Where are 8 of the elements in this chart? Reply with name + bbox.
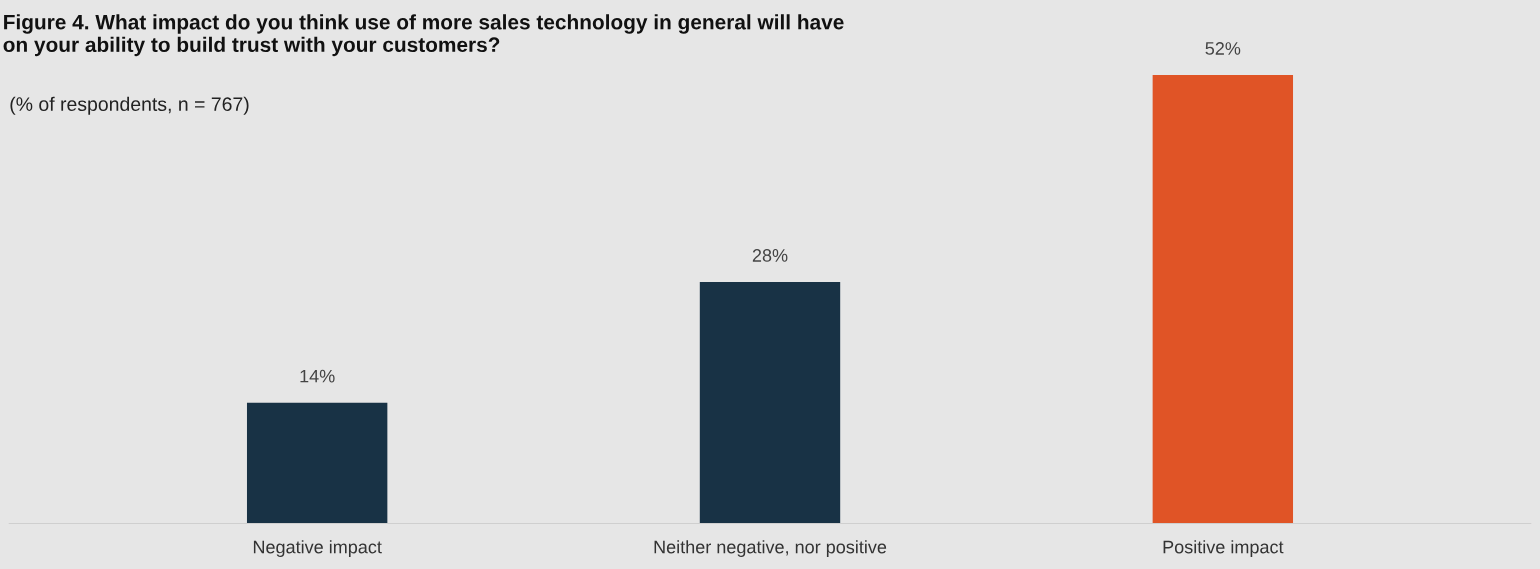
data-label: 14% — [300, 369, 335, 383]
data-label: 28% — [752, 249, 788, 262]
text: (% of respondents, n = 767) — [10, 96, 249, 115]
x-tick-label: Neither negative, nor positive — [654, 540, 887, 557]
data-label: 52% — [1205, 42, 1241, 55]
x-tick-label: Positive impact — [1163, 540, 1284, 557]
x-tick-label: Negative impact — [253, 540, 382, 557]
chart-title: Figure 4. What impact do you think use of more sales technology in general will have on your ability to build trust with your customers? — [3, 14, 844, 57]
